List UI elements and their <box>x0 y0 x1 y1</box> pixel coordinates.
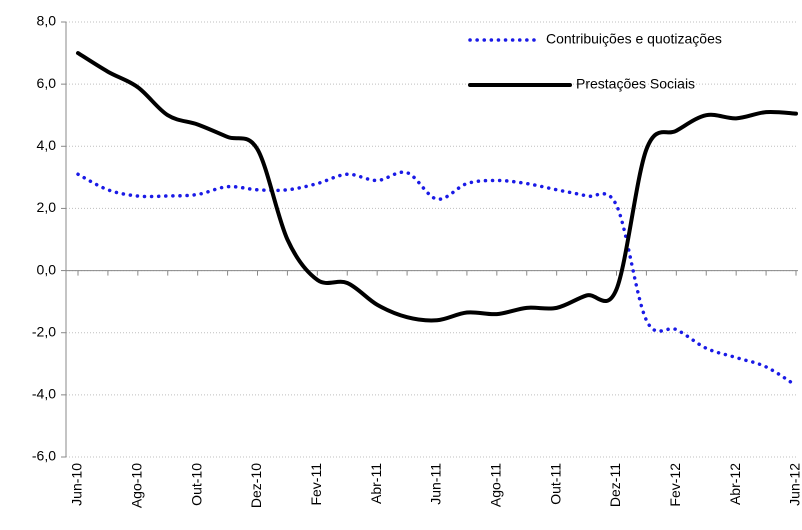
x-tick-label: Out-10 <box>188 463 204 506</box>
series-line <box>76 170 798 388</box>
x-tick-label: Ago-11 <box>488 463 504 507</box>
y-tick-label: -2,0 <box>32 323 56 339</box>
x-tick-label: Ago-10 <box>129 463 145 508</box>
x-tick-label: Abr-11 <box>368 463 384 504</box>
x-tick-label: Jun-11 <box>428 463 444 505</box>
y-tick-label: 2,0 <box>37 199 57 215</box>
legend-label: Prestações Sociais <box>576 76 695 92</box>
y-tick-label: 4,0 <box>37 137 57 153</box>
legend-label: Contribuições e quotizações <box>546 31 722 47</box>
y-tick-label: -4,0 <box>32 386 56 402</box>
x-tick-label: Abr-12 <box>727 463 743 505</box>
x-tick-label: Fev-11 <box>308 463 324 506</box>
y-tick-label: 8,0 <box>37 13 57 29</box>
x-tick-label: Fev-12 <box>667 463 683 507</box>
series-line <box>76 51 798 323</box>
y-tick-label: -6,0 <box>32 448 56 464</box>
x-tick-label: Jun-10 <box>69 463 85 506</box>
y-tick-label: 6,0 <box>37 75 57 91</box>
x-tick-label: Out-11 <box>547 463 563 505</box>
x-tick-label: Jun-12 <box>787 463 802 506</box>
y-tick-label: 0,0 <box>37 261 57 277</box>
x-tick-label: Dez-10 <box>248 463 264 508</box>
x-tick-label: Dez-11 <box>607 463 623 507</box>
